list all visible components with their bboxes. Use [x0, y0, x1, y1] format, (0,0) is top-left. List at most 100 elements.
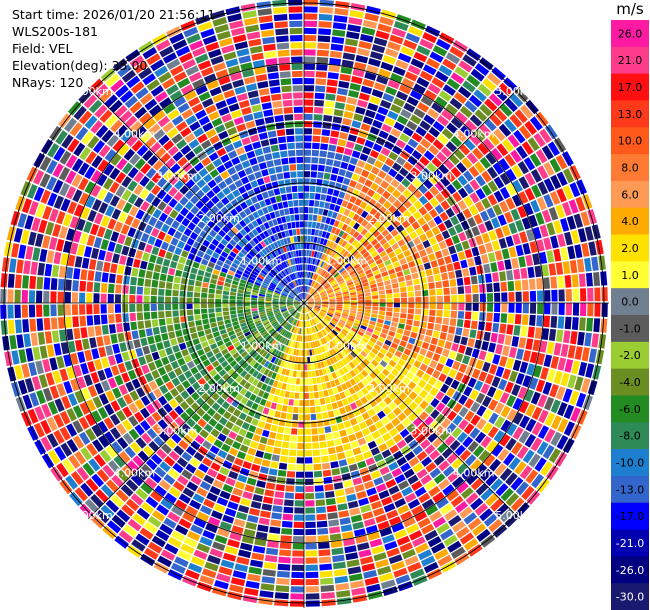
range-gate: [386, 264, 394, 271]
range-gate: [145, 458, 158, 471]
range-gate: [297, 306, 302, 311]
range-gate: [328, 249, 334, 256]
range-gate: [332, 189, 340, 197]
range-gate: [379, 527, 393, 537]
range-gate: [258, 309, 265, 313]
range-gate: [287, 299, 294, 302]
range-gate: [60, 253, 69, 266]
range-gate: [237, 334, 245, 341]
range-gate: [431, 226, 441, 236]
range-gate: [199, 244, 208, 253]
range-gate: [221, 382, 230, 391]
range-gate: [364, 139, 375, 149]
range-gate: [203, 373, 212, 382]
range-gate: [126, 75, 141, 89]
range-gate: [390, 128, 402, 138]
range-gate: [305, 528, 317, 536]
range-gate: [287, 340, 292, 347]
range-gate: [205, 248, 214, 256]
range-gate: [374, 211, 383, 220]
range-gate: [381, 164, 391, 173]
range-gate: [142, 345, 151, 355]
range-gate: [499, 200, 509, 213]
range-gate: [319, 570, 333, 578]
range-gate: [309, 272, 312, 279]
range-gate: [475, 392, 486, 404]
range-gate: [524, 172, 536, 186]
range-gate: [416, 468, 428, 479]
range-gate: [244, 484, 255, 493]
range-gate: [452, 402, 463, 414]
range-gate: [344, 356, 351, 363]
range-gate: [183, 228, 192, 237]
range-gate: [232, 408, 242, 418]
range-gate: [521, 485, 535, 501]
range-gate: [304, 128, 313, 135]
range-gate: [308, 313, 311, 319]
range-gate: [284, 492, 294, 499]
range-gate: [524, 187, 536, 201]
range-gate: [237, 266, 245, 272]
range-gate: [441, 248, 450, 257]
range-gate: [514, 280, 522, 291]
range-gate: [162, 182, 173, 193]
range-gate: [362, 282, 369, 287]
range-gate: [258, 162, 267, 170]
range-gate: [289, 293, 295, 298]
range-gate: [355, 535, 368, 544]
range-gate: [254, 66, 267, 75]
range-gate: [80, 207, 91, 220]
range-gate: [167, 244, 176, 253]
range-gate: [393, 307, 400, 313]
range-gate: [423, 150, 435, 161]
range-gate: [336, 175, 344, 184]
range-gate: [178, 342, 187, 351]
range-gate: [57, 278, 65, 291]
range-gate: [386, 224, 395, 233]
range-gate: [390, 278, 398, 284]
range-gate: [273, 293, 280, 297]
range-gate: [124, 446, 136, 459]
range-gate: [213, 174, 223, 184]
range-gate: [29, 318, 37, 332]
range-gate: [221, 401, 230, 410]
range-gate: [345, 364, 352, 372]
range-gate: [157, 407, 168, 418]
range-gate: [384, 540, 398, 551]
range-gate: [236, 93, 248, 102]
range-gate: [314, 258, 318, 265]
range-gate: [305, 278, 307, 285]
range-gate: [129, 312, 137, 322]
range-gate: [304, 435, 312, 442]
range-gate: [166, 58, 181, 70]
range-gate: [173, 445, 185, 456]
range-gate: [316, 340, 321, 347]
range-gate: [329, 322, 336, 328]
range-gate: [432, 491, 445, 503]
range-gate: [265, 276, 272, 282]
range-gate: [11, 350, 20, 365]
range-gate: [445, 141, 458, 153]
range-gate: [532, 253, 541, 266]
range-gate: [198, 91, 211, 102]
range-gate: [282, 245, 287, 253]
range-gate: [337, 139, 347, 147]
range-gate: [309, 279, 313, 286]
range-gate: [396, 271, 404, 278]
range-gate: [84, 166, 96, 180]
range-gate: [370, 51, 384, 61]
range-gate: [239, 262, 247, 269]
range-gate: [218, 229, 226, 238]
range-gate: [378, 372, 386, 381]
range-gate: [379, 303, 386, 307]
range-gate: [349, 247, 357, 255]
range-gate: [410, 351, 418, 359]
range-gate: [350, 300, 357, 303]
range-gate: [345, 38, 359, 47]
range-gate: [373, 344, 381, 351]
range-gate: [464, 119, 478, 132]
range-gate: [322, 304, 329, 307]
range-gate: [304, 371, 308, 378]
range-gate: [501, 248, 510, 260]
range-gate: [310, 289, 315, 295]
